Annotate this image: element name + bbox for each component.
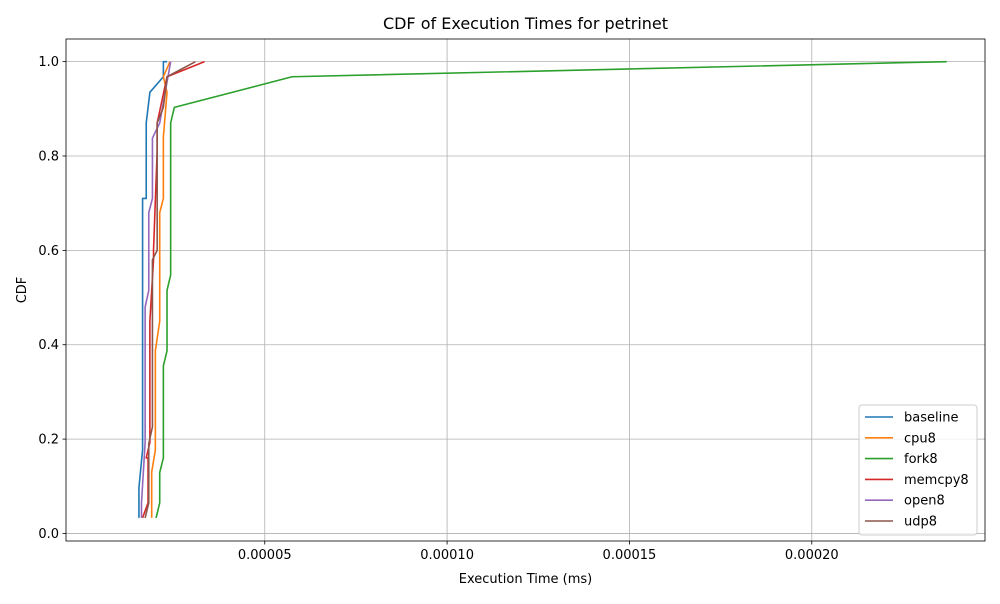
y-tick-label: 0.8 (38, 150, 59, 165)
legend: baseline cpu8 fork8 memcpy8 open8 udp8 (858, 404, 978, 536)
y-tick-label: 1.0 (38, 55, 59, 70)
legend-label-memcpy8: memcpy8 (904, 473, 969, 488)
x-tick-label: 0.00015 (603, 548, 657, 563)
x-tick-label: 0.00005 (238, 548, 292, 563)
grid (66, 39, 985, 541)
series-line-fork8 (155, 60, 947, 519)
x-tick-label: 0.00010 (420, 548, 474, 563)
y-tick-label: 0.2 (38, 433, 59, 448)
series-line-open8 (140, 61, 172, 518)
x-tick-label: 0.00020 (785, 548, 839, 563)
legend-label-open8: open8 (904, 494, 945, 509)
y-tick-label: 0.6 (38, 244, 59, 259)
series-lines (138, 60, 947, 519)
series-line-udp8 (144, 60, 196, 519)
plot-frame (65, 38, 986, 542)
legend-label-fork8: fork8 (904, 452, 938, 467)
axis-ticks: 0.00005 0.00010 0.00015 0.00020 0.0 0.2 0.4 0.6… (38, 55, 838, 563)
x-axis-label: Execution Time (ms) (459, 572, 592, 587)
legend-label-cpu8: cpu8 (904, 431, 936, 446)
y-tick-label: 0.4 (38, 338, 59, 353)
legend-label-baseline: baseline (904, 411, 958, 426)
y-tick-label: 0.0 (38, 527, 59, 542)
legend-label-udp8: udp8 (904, 515, 937, 530)
series-line-baseline (138, 60, 168, 518)
y-axis-label: CDF (15, 277, 30, 304)
chart-title: CDF of Execution Times for petrinet (383, 14, 668, 33)
